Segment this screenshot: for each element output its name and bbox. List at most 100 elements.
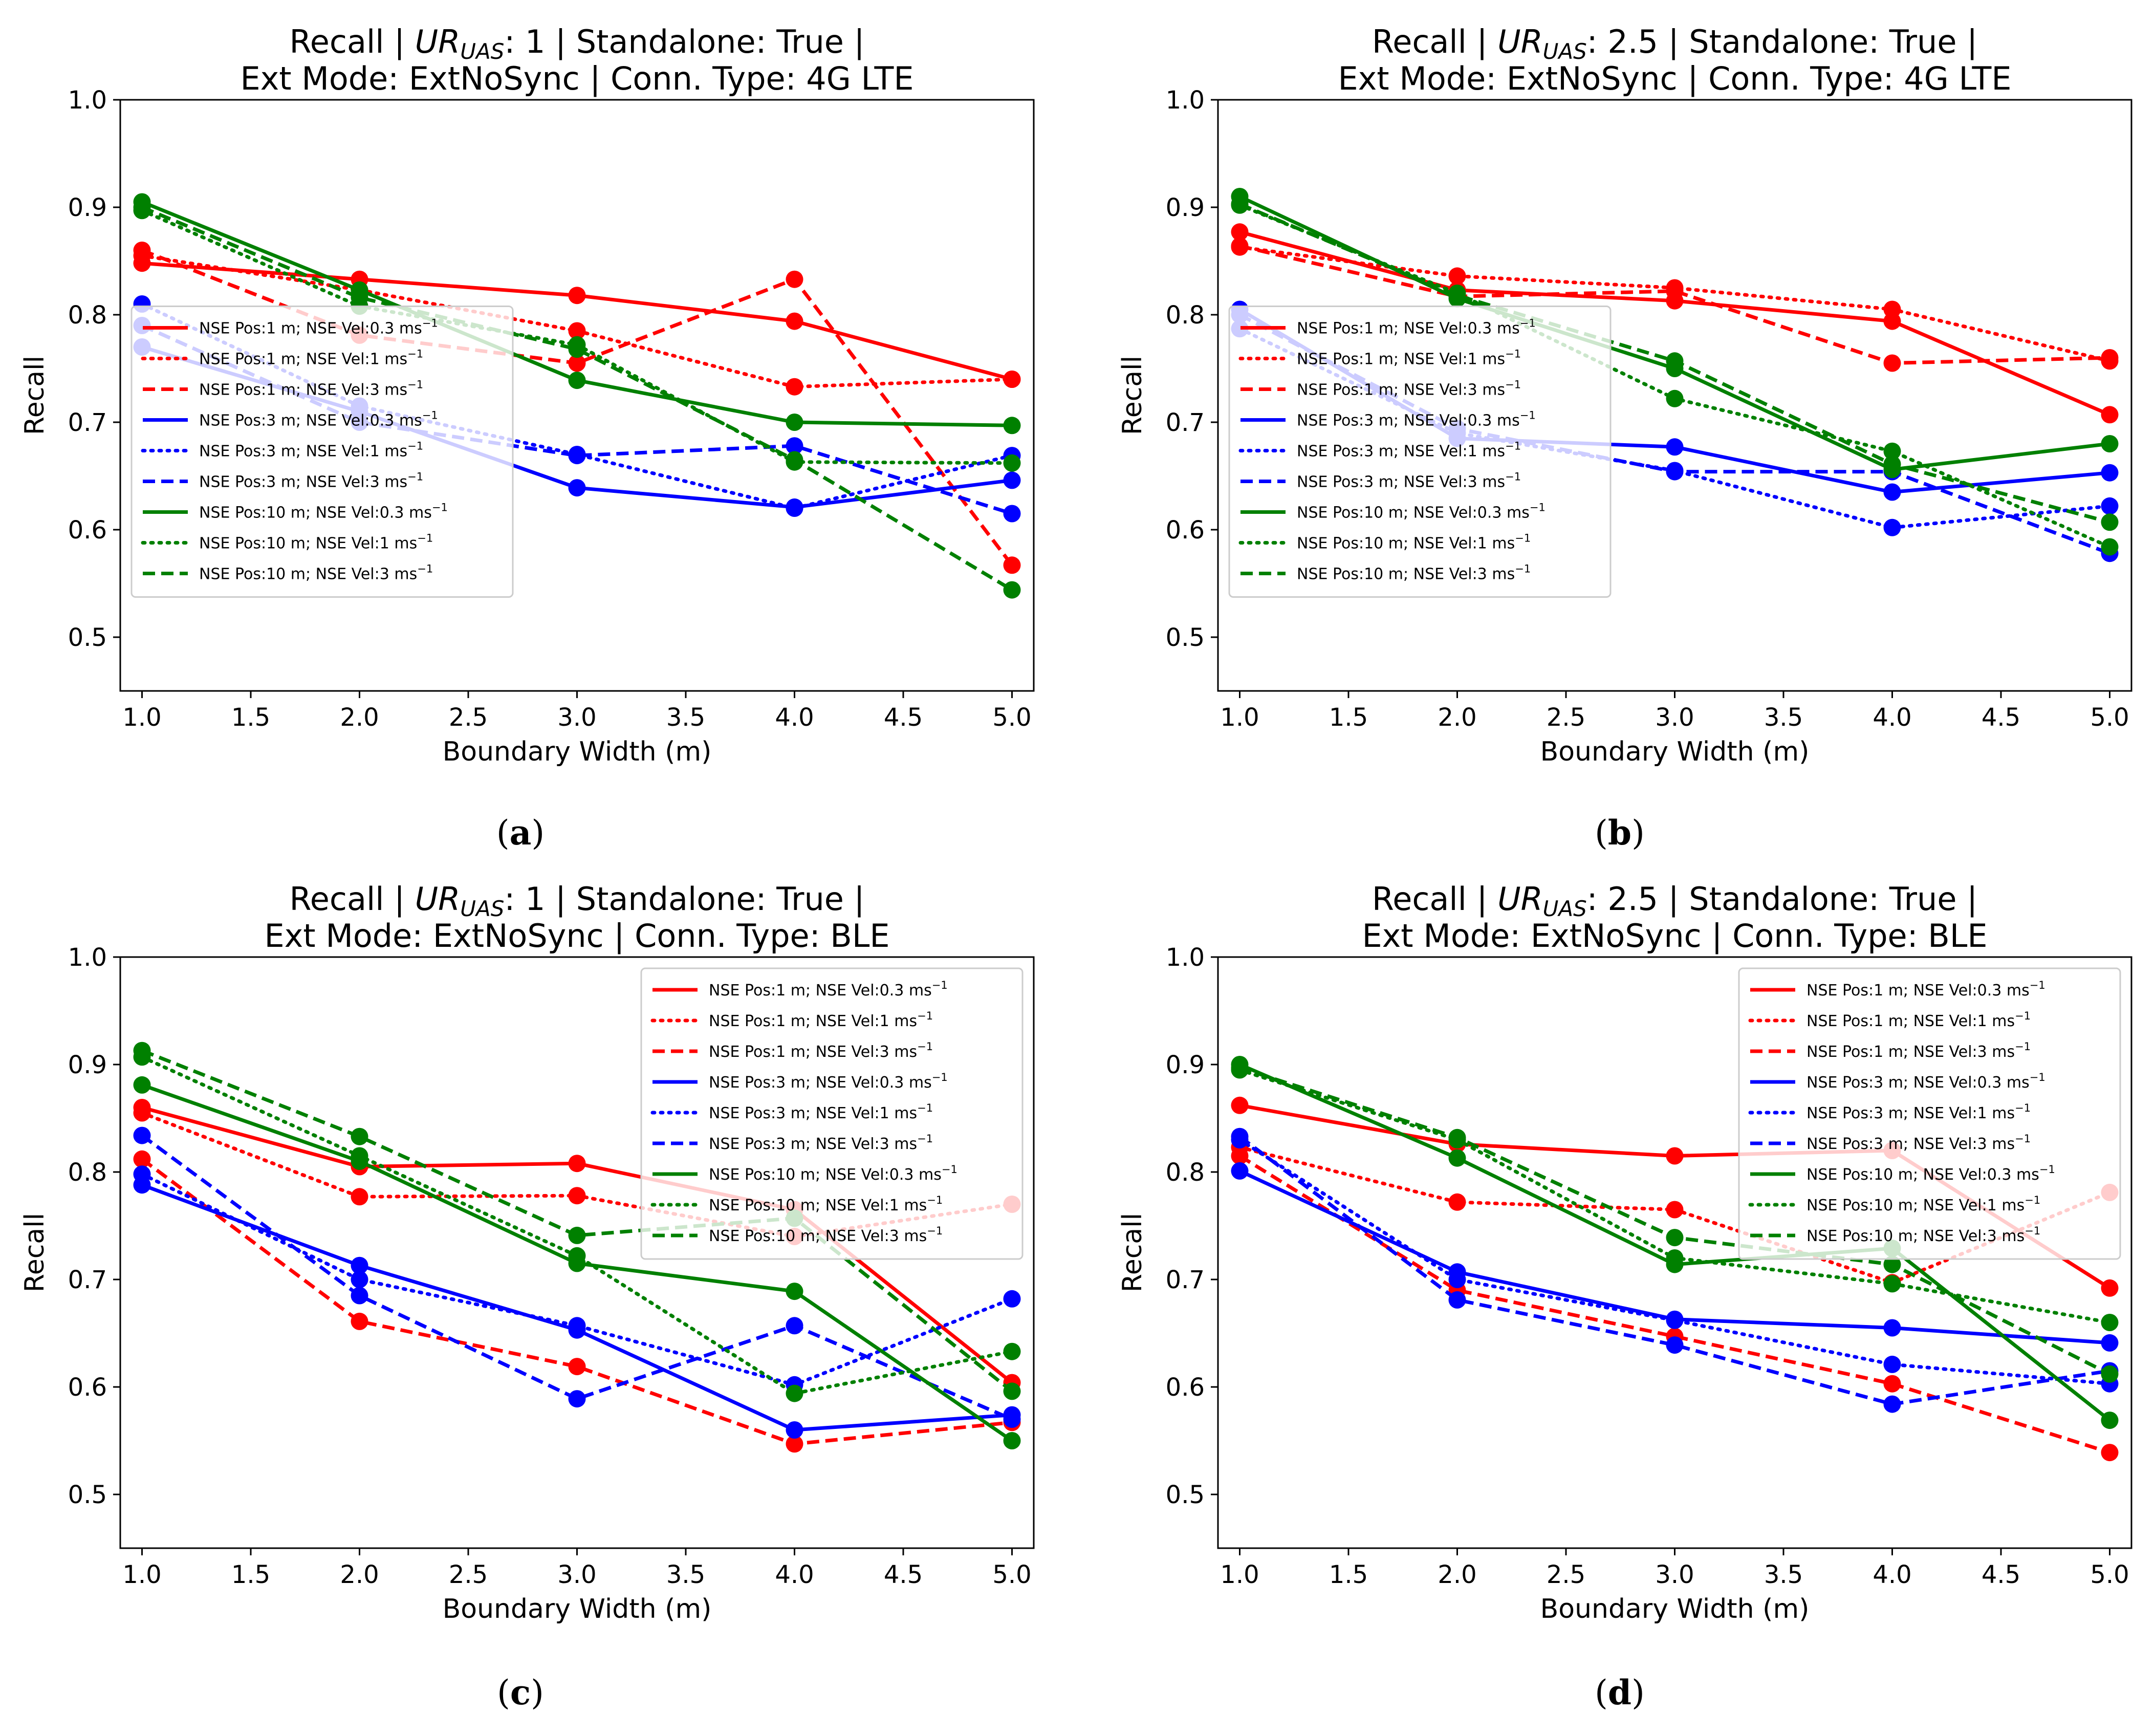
x-tick-label: 4.0	[1873, 703, 1911, 732]
x-tick-label: 4.5	[1982, 703, 2020, 732]
legend-unit-superscript: −1	[407, 379, 423, 391]
data-point	[1448, 287, 1466, 305]
legend: NSE Pos:1 m; NSE Vel:0.3 ms −1 NSE Pos:1 m…	[1738, 967, 2121, 1260]
data-point	[1666, 282, 1684, 300]
series-line	[141, 205, 1013, 592]
data-point	[2101, 513, 2119, 531]
data-point	[1448, 1149, 1466, 1167]
y-tick-label: 0.9	[1166, 193, 1205, 222]
data-point	[1883, 300, 1901, 318]
legend-box	[640, 967, 1024, 1260]
data-point	[2101, 349, 2119, 366]
data-point	[568, 447, 586, 465]
series-6	[133, 1126, 1021, 1428]
x-tick-label: 3.0	[557, 703, 596, 732]
legend-unit-superscript: −1	[1520, 409, 1536, 422]
data-point	[1003, 454, 1021, 472]
title-uas-subscript: UAS	[460, 39, 504, 64]
data-point	[2101, 1279, 2119, 1297]
legend-label-text: NSE Pos:10 m; NSE Vel:1 ms	[1297, 535, 1515, 553]
data-point	[351, 1271, 368, 1288]
data-point	[1003, 1290, 1021, 1308]
data-point	[351, 1127, 368, 1145]
data-point	[1003, 581, 1021, 599]
chart-title-line1: Recall | URUAS: 2.5 | Standalone: True |	[1372, 880, 1977, 921]
legend-unit-superscript: −1	[417, 563, 433, 575]
data-point	[351, 1256, 368, 1274]
x-tick-label: 4.0	[775, 1560, 814, 1589]
legend-label: NSE Pos:1 m; NSE Vel:3 ms−1	[1806, 1040, 2031, 1061]
data-point	[1883, 1355, 1901, 1373]
data-point	[1231, 195, 1249, 213]
y-tick-label: 0.6	[68, 1373, 107, 1402]
y-tick-label: 0.8	[68, 301, 107, 330]
legend-unit-superscript: −1	[407, 471, 423, 483]
legend-label-text: NSE Pos:3 m; NSE Vel:3 ms	[199, 473, 407, 491]
data-point	[1883, 1319, 1901, 1337]
legend-label: NSE Pos:1 m; NSE Vel:3 ms−1	[709, 1040, 933, 1061]
data-point	[133, 1150, 151, 1168]
legend-label: NSE Pos:3 m; NSE Vel:3 ms−1	[709, 1133, 933, 1153]
y-tick-label: 1.0	[1166, 86, 1205, 115]
y-tick-label: 0.9	[1166, 1051, 1205, 1079]
legend-unit-superscript: −1	[2025, 1225, 2040, 1237]
data-point	[1003, 417, 1021, 435]
legend-label-text: NSE Pos:3 m; NSE Vel:1 ms	[1297, 443, 1505, 461]
legend-label-text: NSE Pos:10 m; NSE Vel:3 ms	[709, 1227, 927, 1245]
x-tick-label: 3.5	[666, 703, 705, 732]
x-tick-label: 1.5	[1329, 1560, 1368, 1589]
title-prefix: Recall |	[1372, 880, 1497, 918]
legend-label: NSE Pos:1 m; NSE Vel:1 ms−1	[1297, 348, 1521, 368]
x-tick-label: 4.5	[884, 703, 923, 732]
x-tick-label: 3.5	[666, 1560, 705, 1589]
y-tick-label: 0.6	[68, 516, 107, 545]
data-point	[1666, 1147, 1684, 1165]
y-tick-label: 0.7	[1166, 1266, 1205, 1294]
data-point	[351, 1188, 368, 1206]
legend-label: NSE Pos:1 m; NSE Vel:0.3 ms−1	[1297, 317, 1536, 338]
series-1	[1231, 223, 2119, 424]
data-point	[1883, 354, 1901, 372]
caption-letter: a	[510, 813, 532, 853]
y-tick-label: 0.8	[1166, 1158, 1205, 1187]
y-tick-label: 0.8	[68, 1158, 107, 1187]
x-tick-label: 4.0	[775, 703, 814, 732]
data-point	[568, 1187, 586, 1205]
data-point	[2101, 1365, 2119, 1383]
data-point	[133, 199, 151, 216]
legend-label-text: NSE Pos:1 m; NSE Vel:1 ms	[199, 351, 407, 368]
data-point	[568, 340, 586, 358]
x-tick-label: 4.5	[884, 1560, 923, 1589]
legend-label-text: NSE Pos:3 m; NSE Vel:3 ms	[1806, 1135, 2015, 1153]
legend-label: NSE Pos:3 m; NSE Vel:0.3 ms−1	[1806, 1071, 2045, 1092]
legend-label-text: NSE Pos:10 m; NSE Vel:3 ms	[199, 566, 417, 583]
data-point	[1448, 1193, 1466, 1211]
caption-letter: c	[510, 1673, 531, 1712]
legend-label-text: NSE Pos:10 m; NSE Vel:0.3 ms	[709, 1166, 942, 1184]
legend-label-text: NSE Pos:1 m; NSE Vel:3 ms	[1297, 381, 1505, 399]
y-tick-label: 0.8	[1166, 301, 1205, 330]
data-point	[2101, 1444, 2119, 1462]
series-line	[1238, 1135, 2110, 1406]
title-uas-subscript: UAS	[1543, 39, 1587, 64]
legend: NSE Pos:1 m; NSE Vel:0.3 ms−1 NSE Pos:1 m…	[1228, 306, 1612, 598]
data-point	[133, 1104, 151, 1122]
legend-label-text: NSE Pos:1 m; NSE Vel:0.3 ms	[1806, 982, 2030, 1000]
data-point	[786, 270, 803, 288]
data-point	[133, 1041, 151, 1059]
chart-title-line1: Recall | URUAS: 2.5 | Standalone: True |	[1372, 23, 1977, 64]
legend-label: NSE Pos:10 m; NSE Vel:3 ms−1	[709, 1225, 943, 1245]
caption-letter: b	[1608, 813, 1631, 853]
x-tick-label: 5.0	[2090, 1560, 2129, 1589]
data-point	[1883, 455, 1901, 473]
legend-unit-superscript: −1	[932, 1071, 948, 1083]
x-tick-label: 3.0	[1655, 1560, 1694, 1589]
legend-label-text: NSE Pos:1 m; NSE Vel:1 ms	[1297, 351, 1505, 368]
x-tick-label: 1.5	[231, 1560, 270, 1589]
panel-caption: (b)	[1595, 813, 1645, 853]
y-tick-label: 0.5	[1166, 1481, 1205, 1509]
legend-label-text: NSE Pos:10 m; NSE Vel:1 ms	[709, 1197, 927, 1214]
legend-unit-superscript: −1	[2025, 1194, 2040, 1206]
data-point	[786, 1317, 803, 1335]
